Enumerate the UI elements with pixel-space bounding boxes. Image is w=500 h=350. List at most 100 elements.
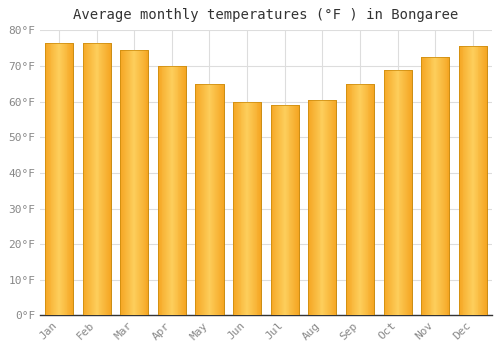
Bar <box>458 47 487 315</box>
Bar <box>464 47 466 315</box>
Bar <box>402 70 404 315</box>
Bar <box>137 50 138 315</box>
Bar <box>279 105 280 315</box>
Bar <box>473 47 474 315</box>
Bar <box>408 70 409 315</box>
Bar <box>362 84 363 315</box>
Bar <box>458 47 487 315</box>
Bar <box>144 50 146 315</box>
Bar <box>233 102 234 315</box>
Bar <box>45 43 73 315</box>
Bar <box>141 50 142 315</box>
Bar <box>298 105 299 315</box>
Bar <box>246 102 247 315</box>
Bar <box>286 105 288 315</box>
Bar <box>476 47 478 315</box>
Bar <box>48 43 50 315</box>
Bar <box>405 70 406 315</box>
Bar <box>332 100 334 315</box>
Bar <box>125 50 126 315</box>
Bar <box>109 43 110 315</box>
Bar <box>70 43 71 315</box>
Bar <box>199 84 200 315</box>
Bar <box>368 84 370 315</box>
Bar <box>107 43 108 315</box>
Bar <box>425 57 426 315</box>
Bar <box>222 84 224 315</box>
Bar <box>388 70 389 315</box>
Bar <box>237 102 238 315</box>
Bar <box>327 100 328 315</box>
Bar <box>178 66 180 315</box>
Bar <box>391 70 392 315</box>
Bar <box>88 43 89 315</box>
Bar <box>93 43 94 315</box>
Bar <box>270 105 299 315</box>
Bar <box>94 43 96 315</box>
Bar <box>233 102 261 315</box>
Bar <box>393 70 394 315</box>
Bar <box>469 47 470 315</box>
Bar <box>204 84 205 315</box>
Bar <box>50 43 51 315</box>
Bar <box>100 43 102 315</box>
Bar <box>278 105 279 315</box>
Bar <box>467 47 468 315</box>
Bar <box>326 100 327 315</box>
Bar <box>322 100 324 315</box>
Bar <box>329 100 330 315</box>
Bar <box>440 57 441 315</box>
Bar <box>470 47 471 315</box>
Bar <box>384 70 386 315</box>
Bar <box>486 47 487 315</box>
Bar <box>102 43 103 315</box>
Bar <box>277 105 278 315</box>
Bar <box>120 50 148 315</box>
Bar <box>253 102 254 315</box>
Bar <box>444 57 446 315</box>
Bar <box>126 50 128 315</box>
Bar <box>198 84 199 315</box>
Bar <box>311 100 312 315</box>
Bar <box>314 100 315 315</box>
Bar <box>350 84 352 315</box>
Bar <box>168 66 169 315</box>
Bar <box>183 66 184 315</box>
Bar <box>123 50 124 315</box>
Bar <box>392 70 393 315</box>
Bar <box>441 57 442 315</box>
Bar <box>258 102 260 315</box>
Bar <box>458 47 460 315</box>
Bar <box>404 70 405 315</box>
Bar <box>324 100 325 315</box>
Bar <box>274 105 276 315</box>
Bar <box>82 43 84 315</box>
Bar <box>424 57 425 315</box>
Bar <box>120 50 121 315</box>
Bar <box>384 70 411 315</box>
Bar <box>47 43 48 315</box>
Bar <box>430 57 432 315</box>
Bar <box>185 66 186 315</box>
Bar <box>45 43 46 315</box>
Bar <box>235 102 236 315</box>
Title: Average monthly temperatures (°F ) in Bongaree: Average monthly temperatures (°F ) in Bo… <box>74 8 458 22</box>
Bar <box>200 84 201 315</box>
Bar <box>63 43 64 315</box>
Bar <box>421 57 450 315</box>
Bar <box>356 84 357 315</box>
Bar <box>158 66 186 315</box>
Bar <box>280 105 281 315</box>
Bar <box>421 57 422 315</box>
Bar <box>360 84 361 315</box>
Bar <box>60 43 61 315</box>
Bar <box>357 84 358 315</box>
Bar <box>135 50 136 315</box>
Bar <box>205 84 206 315</box>
Bar <box>468 47 469 315</box>
Bar <box>442 57 443 315</box>
Bar <box>389 70 390 315</box>
Bar <box>292 105 293 315</box>
Bar <box>407 70 408 315</box>
Bar <box>210 84 212 315</box>
